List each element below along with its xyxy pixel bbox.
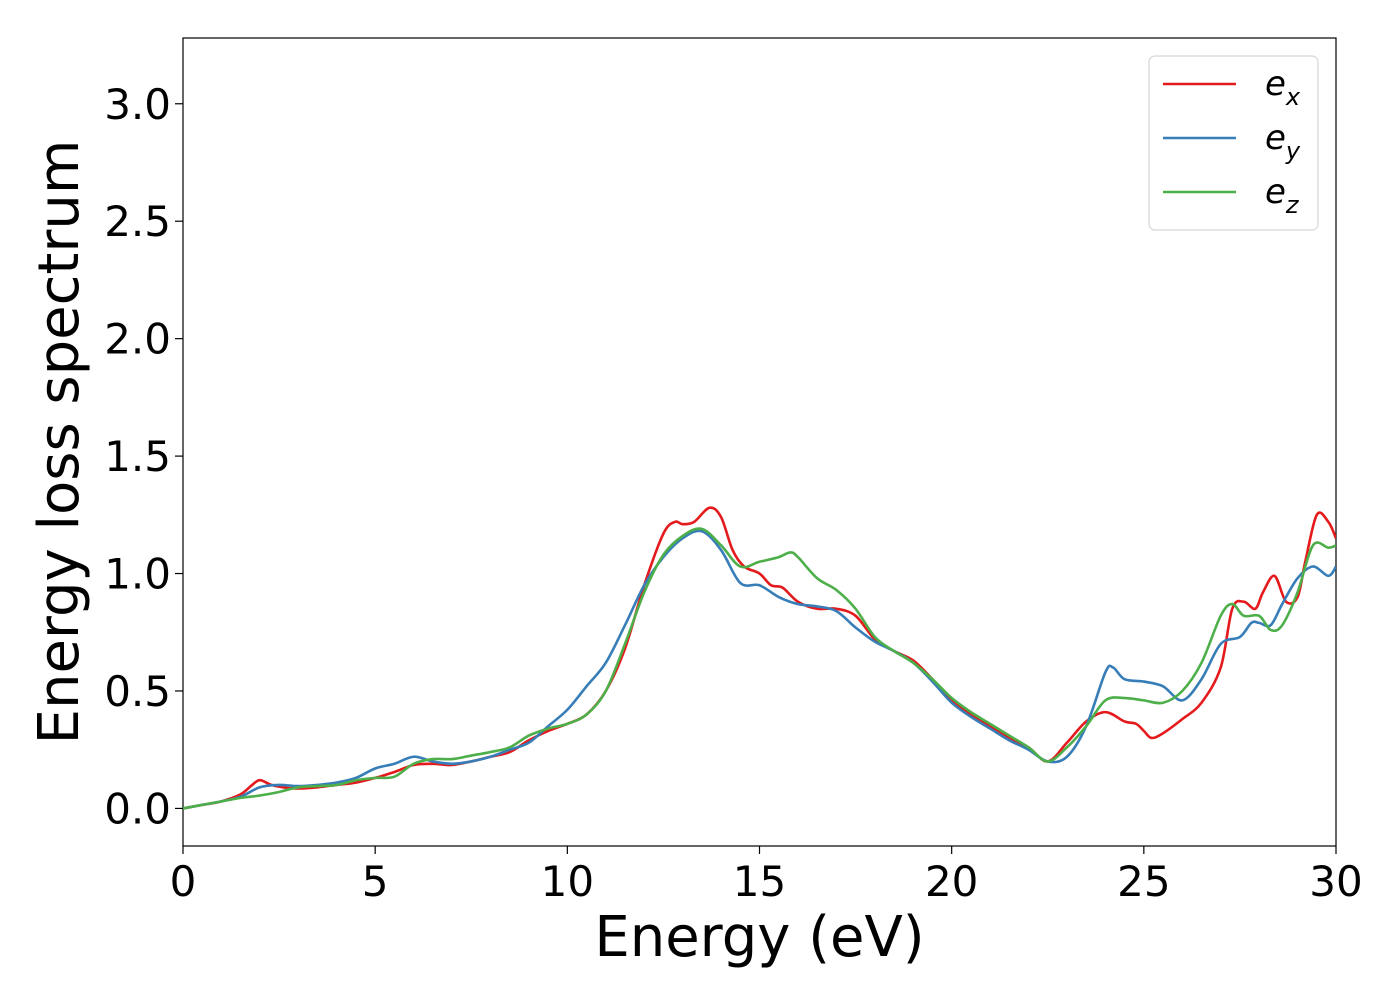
x-axis: 0 5 10 15 20 25 30 xyxy=(170,846,1363,906)
y-tick-label: 0.5 xyxy=(104,667,171,716)
y-tick-label: 1.5 xyxy=(104,432,171,481)
series-layer xyxy=(183,506,1336,810)
x-tick-label: 15 xyxy=(733,857,786,906)
x-tick-label: 0 xyxy=(170,857,197,906)
legend-label-subscript: x xyxy=(1285,83,1301,111)
legend-label-base: e xyxy=(1265,118,1286,158)
legend-label: ey xyxy=(1265,118,1301,165)
legend-label: ez xyxy=(1265,172,1300,219)
x-tick-label: 10 xyxy=(541,857,594,906)
legend-box xyxy=(1148,55,1319,231)
legend-label: ex xyxy=(1265,64,1301,111)
series-line-e-x xyxy=(183,506,1336,810)
y-tick-label: 2.5 xyxy=(104,197,171,246)
legend-label-subscript: z xyxy=(1285,191,1300,219)
x-axis-label: Energy (eV) xyxy=(594,905,924,970)
y-tick-label: 0.0 xyxy=(104,784,171,833)
y-tick-label: 1.0 xyxy=(104,550,171,599)
x-tick-label: 30 xyxy=(1309,857,1362,906)
y-tick-label: 3.0 xyxy=(104,80,171,129)
series-line-e-z xyxy=(183,527,1336,810)
y-tick-label: 2.0 xyxy=(104,315,171,364)
x-tick-label: 25 xyxy=(1117,857,1170,906)
x-tick-label: 5 xyxy=(362,857,389,906)
legend-label-base: e xyxy=(1265,64,1286,104)
series-line-e-y xyxy=(183,529,1336,810)
y-axis-label: Energy loss spectrum xyxy=(27,140,92,745)
legend-label-base: e xyxy=(1265,172,1286,212)
legend-label-subscript: y xyxy=(1285,137,1301,165)
y-axis: 0.0 0.5 1.0 1.5 2.0 2.5 3.0 xyxy=(104,80,183,833)
x-tick-label: 20 xyxy=(925,857,978,906)
